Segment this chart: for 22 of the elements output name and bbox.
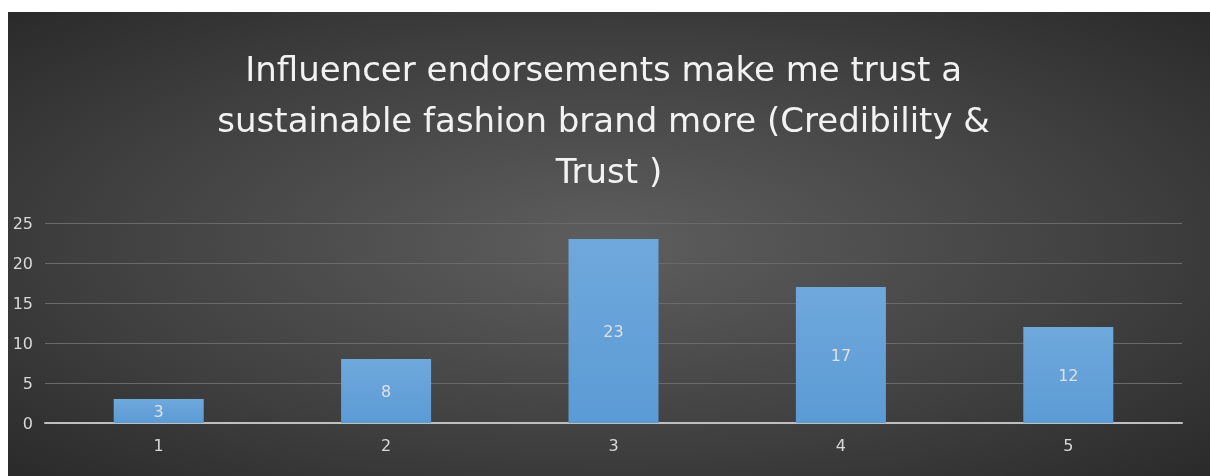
y-tick-label: 15 [12,293,33,313]
x-tick-label: 5 [1063,435,1074,455]
y-tick-label: 5 [22,373,33,393]
x-tick-label: 1 [153,435,164,455]
data-label: 17 [830,345,852,365]
x-tick-label: 2 [381,435,392,455]
bar [1023,327,1114,423]
bar [341,359,432,423]
bar [568,239,659,423]
x-tick-label: 4 [835,435,846,455]
data-label: 23 [603,321,624,341]
y-tick-label: 0 [22,413,33,433]
chart-title: Influencer endorsements make me trust a sustainable fashion brand more (Credibility & Trust ) [217,48,1001,191]
bar [795,287,886,423]
bar [113,399,204,423]
data-label: 8 [381,381,392,401]
data-label: 12 [1058,365,1079,385]
x-tick-label: 3 [608,435,619,455]
y-tick-label: 10 [12,333,33,353]
y-tick-label: 25 [12,213,33,233]
data-label: 3 [153,401,164,421]
y-tick-label: 20 [12,253,33,273]
